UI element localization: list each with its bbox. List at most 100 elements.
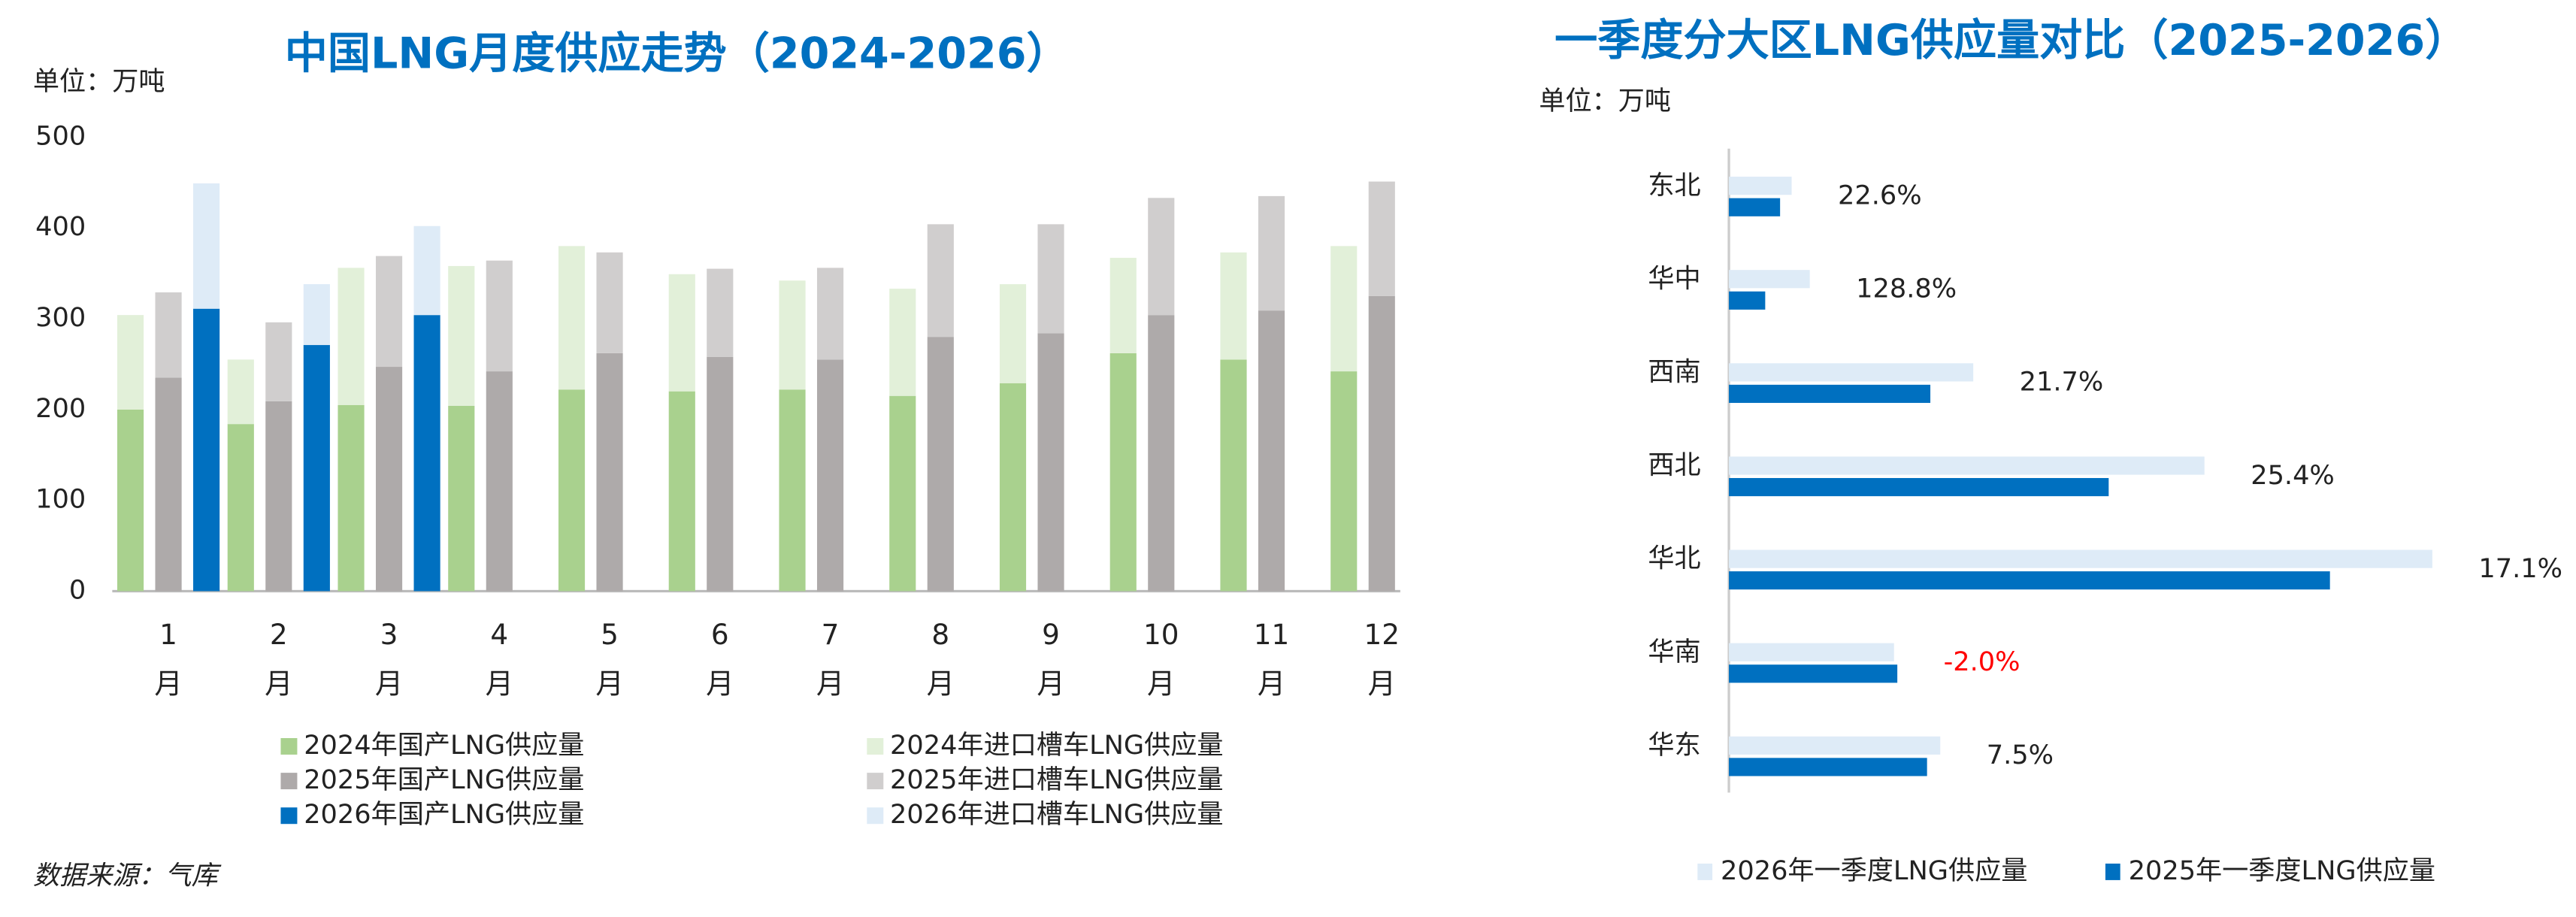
y-tick-label: 500 bbox=[35, 120, 86, 151]
bar bbox=[668, 274, 695, 392]
x-tick-label: 11月 bbox=[1253, 619, 1290, 702]
bar bbox=[1729, 270, 1810, 289]
bar bbox=[889, 395, 916, 592]
bar bbox=[1729, 384, 1931, 404]
bar bbox=[1729, 571, 2330, 590]
bar bbox=[303, 345, 330, 592]
bar bbox=[375, 367, 403, 592]
bar bbox=[668, 391, 695, 592]
bar bbox=[596, 252, 623, 353]
y-tick-label: 300 bbox=[35, 302, 86, 333]
legend-label: 2024年进口槽车LNG供应量 bbox=[890, 730, 1223, 761]
legend-swatch bbox=[280, 737, 298, 755]
data-label: 7.5% bbox=[1987, 740, 2054, 770]
bar bbox=[155, 292, 182, 378]
x-tick-text: 2月 bbox=[265, 619, 293, 702]
bar bbox=[1037, 333, 1064, 592]
x-tick-text: 11月 bbox=[1253, 619, 1290, 702]
x-tick-label: 5月 bbox=[595, 619, 624, 702]
bar bbox=[486, 371, 513, 592]
bar bbox=[1729, 758, 1927, 776]
chart-title: 中国LNG月度供应走势（2024-2026） bbox=[285, 29, 1070, 78]
source: 数据来源：气库 bbox=[33, 861, 222, 891]
bar bbox=[1729, 456, 2205, 475]
bar bbox=[816, 268, 844, 360]
bar bbox=[1220, 252, 1247, 360]
bar bbox=[265, 401, 292, 592]
bar bbox=[1258, 195, 1285, 311]
y-tick-label: 东北 bbox=[1648, 170, 1700, 201]
bar bbox=[375, 256, 403, 368]
legend-swatch bbox=[867, 807, 884, 825]
data-label: 128.8% bbox=[1856, 274, 1957, 304]
y-tick-label: 华南 bbox=[1648, 637, 1700, 667]
legend-swatch bbox=[1697, 863, 1713, 880]
legend-swatch bbox=[280, 773, 298, 790]
legend-label: 2026年一季度LNG供应量 bbox=[1721, 855, 2027, 886]
x-tick-text: 3月 bbox=[374, 619, 404, 702]
x-tick-label: 6月 bbox=[706, 619, 734, 702]
bar bbox=[448, 405, 475, 592]
bar bbox=[779, 280, 806, 390]
data-label: 25.4% bbox=[2251, 460, 2335, 491]
x-tick-label: 7月 bbox=[816, 619, 845, 702]
bar bbox=[227, 424, 254, 592]
bar bbox=[413, 315, 440, 592]
bar bbox=[1729, 363, 1974, 382]
x-tick-label: 3月 bbox=[374, 619, 404, 702]
x-tick-text: 12月 bbox=[1364, 619, 1400, 702]
x-tick-text: 5月 bbox=[595, 619, 624, 702]
bar bbox=[227, 359, 254, 425]
bar bbox=[1109, 353, 1137, 592]
bar bbox=[927, 337, 954, 592]
bar bbox=[338, 404, 365, 592]
legend-label: 2025年一季度LNG供应量 bbox=[2129, 855, 2435, 886]
chart-title: 一季度分大区LNG供应量对比（2025-2026） bbox=[1554, 16, 2468, 65]
x-tick-text: 1月 bbox=[154, 619, 183, 702]
x-tick-text: 4月 bbox=[485, 619, 513, 702]
x-tick-text: 7月 bbox=[816, 619, 845, 702]
bar bbox=[117, 315, 144, 410]
y-tick-label: 100 bbox=[35, 484, 86, 515]
y-tick-label: 200 bbox=[35, 393, 86, 424]
x-tick-label: 1月 bbox=[154, 619, 183, 702]
legend-label: 2024年国产LNG供应量 bbox=[304, 730, 584, 761]
bar bbox=[707, 356, 734, 592]
legend-swatch bbox=[2105, 863, 2120, 880]
bar bbox=[155, 377, 182, 592]
bar bbox=[486, 260, 513, 372]
legend-swatch bbox=[280, 807, 298, 825]
bar bbox=[1729, 291, 1766, 310]
x-tick-label: 8月 bbox=[926, 619, 955, 702]
bar bbox=[1109, 258, 1137, 353]
bar bbox=[927, 224, 954, 337]
bar bbox=[596, 353, 623, 592]
bar bbox=[1729, 177, 1792, 195]
bar bbox=[999, 284, 1027, 383]
bar bbox=[1729, 477, 2109, 497]
data-label: 17.1% bbox=[2478, 553, 2562, 584]
x-tick-label: 12月 bbox=[1364, 619, 1400, 702]
bar bbox=[1729, 198, 1781, 216]
bar bbox=[1368, 181, 1395, 296]
data-label: 22.6% bbox=[1838, 180, 1922, 210]
bar bbox=[413, 225, 440, 316]
bar bbox=[1330, 371, 1358, 592]
x-tick-label: 4月 bbox=[485, 619, 513, 702]
bar bbox=[303, 284, 330, 346]
unit-label: 单位：万吨 bbox=[33, 66, 165, 97]
bar bbox=[707, 268, 734, 357]
bar bbox=[1330, 246, 1358, 372]
legend-label: 2026年国产LNG供应量 bbox=[304, 799, 584, 830]
legend-swatch bbox=[867, 737, 884, 755]
bar bbox=[117, 409, 144, 592]
bar bbox=[193, 183, 220, 309]
y-tick-label: 华东 bbox=[1648, 730, 1700, 761]
x-tick-text: 8月 bbox=[926, 619, 955, 702]
data-label: 21.7% bbox=[2020, 367, 2104, 398]
y-tick-label: 西北 bbox=[1648, 450, 1700, 481]
bar bbox=[1148, 315, 1175, 592]
x-tick-text: 9月 bbox=[1037, 619, 1065, 702]
x-tick-text: 6月 bbox=[706, 619, 734, 702]
